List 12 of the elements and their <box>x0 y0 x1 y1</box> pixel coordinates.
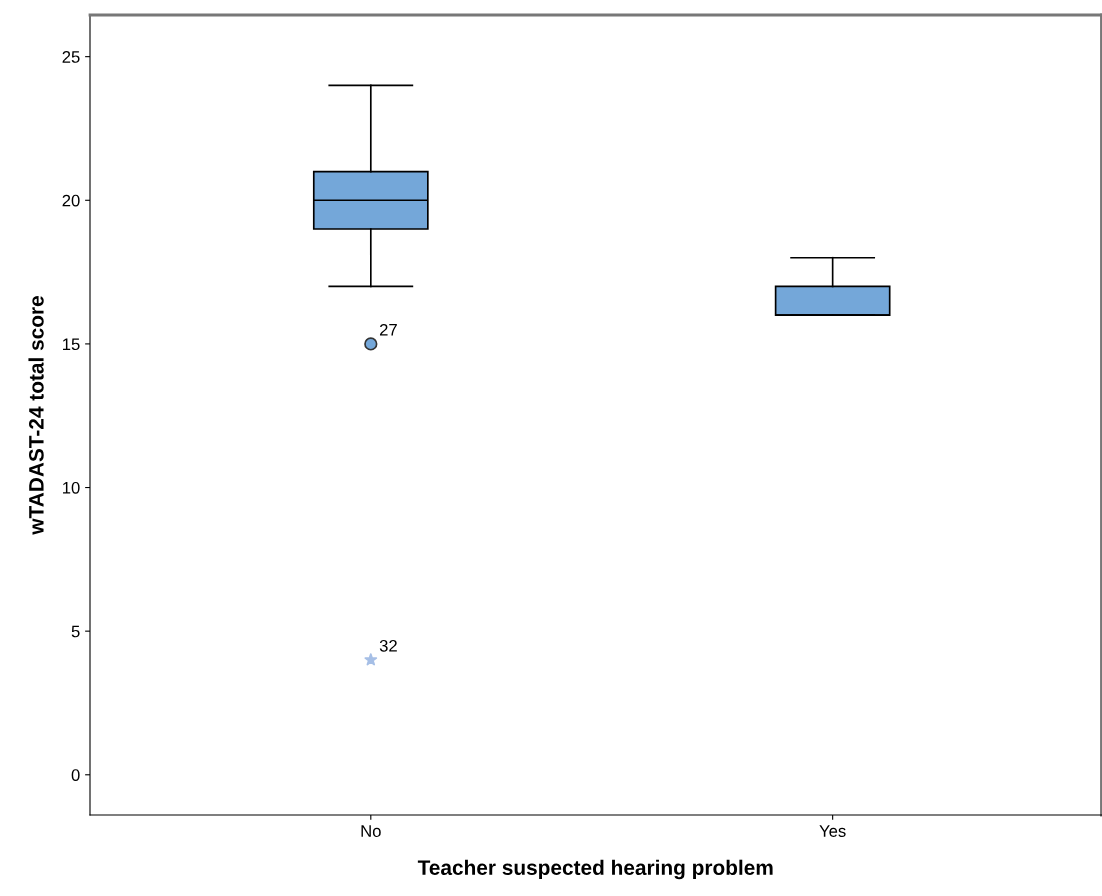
x-tick-label: Yes <box>819 825 846 837</box>
y-tick-label: 10 <box>63 481 80 494</box>
y-tick-label: 0 <box>71 769 80 781</box>
annotation: 32 <box>379 639 397 652</box>
y-tick-label: 20 <box>62 194 80 207</box>
annotation: 27 <box>379 323 397 336</box>
y-tick-label: 15 <box>63 338 80 351</box>
y-axis-title: wTADAST-24 total score <box>28 296 44 535</box>
y-tick-label: 5 <box>71 625 80 638</box>
x-axis-title: Teacher suspected hearing problem <box>417 859 773 880</box>
x-tick-label: No <box>361 825 381 837</box>
y-tick-label: 25 <box>62 51 80 63</box>
